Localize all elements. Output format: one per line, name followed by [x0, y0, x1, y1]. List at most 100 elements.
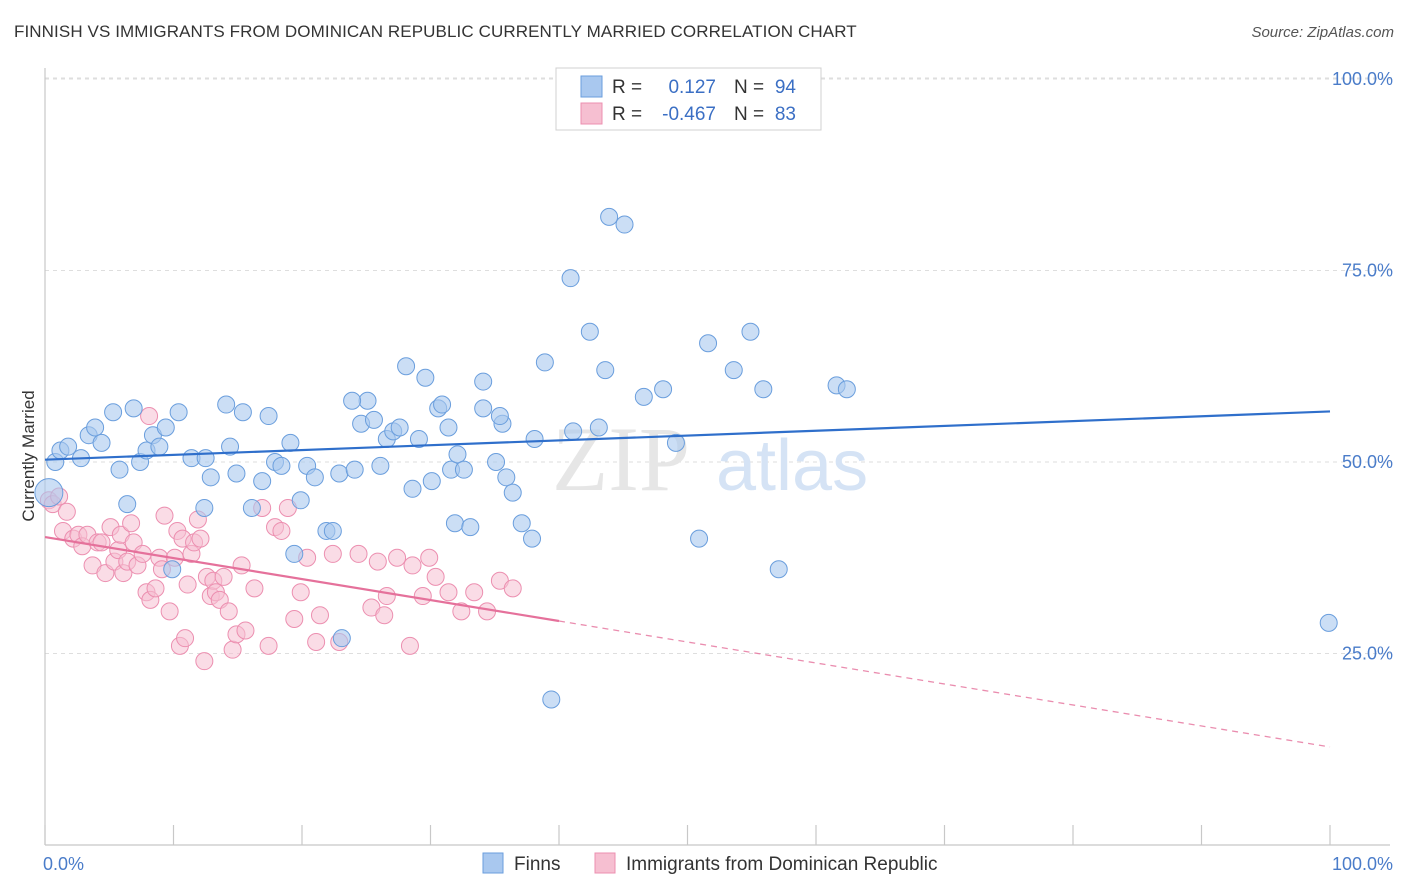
finns-point: [110, 460, 129, 479]
finns-point: [535, 353, 554, 372]
finns-point: [754, 380, 773, 399]
dominican-r-value: -0.467: [662, 104, 716, 125]
finns-point: [196, 449, 215, 468]
dominican-point: [285, 610, 304, 629]
finns-point: [741, 322, 760, 341]
finns-point: [104, 403, 123, 422]
dominican-trend-extension: [558, 620, 1331, 748]
dominican-point: [146, 579, 165, 598]
dominican-points: [39, 407, 522, 671]
dominican-point: [272, 521, 291, 540]
dominican-point: [223, 640, 242, 659]
finns-point: [445, 514, 464, 533]
finns-r-label: R =: [612, 77, 642, 98]
dominican-point: [259, 636, 278, 655]
dominican-point: [478, 602, 497, 621]
dominican-point: [439, 583, 458, 602]
y-axis-tick-labels: 25.0% 50.0% 75.0% 100.0%: [1332, 69, 1393, 664]
finns-point: [150, 437, 169, 456]
dominican-point: [307, 633, 326, 652]
finns-point: [474, 372, 493, 391]
dominican-point: [368, 552, 387, 571]
legend-label-finns: Finns: [514, 854, 560, 875]
dominican-trend-line: [44, 535, 560, 623]
finns-n-value: 94: [775, 77, 797, 98]
finns-point: [497, 468, 516, 487]
dominican-point: [57, 502, 76, 521]
dominican-point: [377, 587, 396, 606]
finns-point: [837, 380, 856, 399]
dominican-point: [503, 579, 522, 598]
finns-point: [253, 472, 272, 491]
legend-swatch-dominican: [594, 852, 616, 874]
dominican-r-label: R =: [612, 104, 642, 125]
finns-point: [227, 464, 246, 483]
dominican-point: [232, 556, 251, 575]
dominican-point: [178, 575, 197, 594]
finns-point: [561, 269, 580, 288]
dominican-point: [122, 514, 141, 533]
dominican-point: [400, 636, 419, 655]
dominican-point: [191, 529, 210, 548]
dominican-point: [465, 583, 484, 602]
finns-point: [163, 560, 182, 579]
x-tick-label-max: 100.0%: [1332, 854, 1393, 874]
finns-point: [580, 322, 599, 341]
dominican-point: [403, 556, 422, 575]
finns-point: [285, 544, 304, 563]
finns-point: [525, 430, 544, 449]
finns-point: [371, 456, 390, 475]
source-label: Source: ZipAtlas.com: [1251, 24, 1394, 41]
finns-point: [59, 437, 78, 456]
finns-point: [542, 690, 561, 709]
dominican-point: [323, 544, 342, 563]
trend-lines: [44, 410, 1331, 748]
finns-trend-line: [44, 410, 1331, 461]
legend-swatch-finns: [482, 852, 504, 874]
dominican-point: [195, 652, 214, 671]
finns-point: [615, 215, 634, 234]
finns-point: [403, 479, 422, 498]
finns-point: [409, 430, 428, 449]
y-tick-label-75: 75.0%: [1342, 261, 1393, 281]
dominican-point: [140, 407, 159, 426]
finns-point: [233, 403, 252, 422]
y-axis-title: Currently Married: [19, 390, 38, 521]
finns-point: [690, 529, 709, 548]
finns-point: [390, 418, 409, 437]
dominican-point: [349, 544, 368, 563]
dominican-point: [176, 629, 195, 648]
finns-point: [305, 468, 324, 487]
finns-point: [217, 395, 236, 414]
finns-point: [34, 478, 64, 508]
finns-point: [118, 495, 137, 514]
dominican-n-label: N =: [734, 104, 764, 125]
y-tick-label-25: 25.0%: [1342, 644, 1393, 664]
finns-point: [364, 410, 383, 429]
finns-point: [169, 403, 188, 422]
legend-label-dominican: Immigrants from Dominican Republic: [626, 854, 938, 875]
finns-point: [474, 399, 493, 418]
finns-point: [487, 453, 506, 471]
dominican-point: [219, 602, 238, 621]
finns-point: [416, 368, 435, 387]
finns-point: [439, 418, 458, 437]
finns-point: [1319, 613, 1338, 632]
series-legend: Finns Immigrants from Dominican Republic: [482, 852, 938, 875]
finns-point: [345, 460, 364, 479]
finns-point: [512, 514, 531, 533]
finns-point: [221, 437, 240, 456]
dominican-legend-swatch: [580, 102, 603, 125]
finns-point: [448, 445, 467, 464]
finns-point: [272, 456, 291, 475]
finns-point: [259, 407, 278, 426]
dominican-point: [310, 606, 329, 625]
finns-point: [330, 464, 349, 483]
finns-point: [596, 361, 615, 380]
stats-legend: R = 0.127 N = 94 R = -0.467 N = 83: [555, 67, 822, 131]
finns-point: [156, 418, 175, 437]
finns-point: [503, 483, 522, 502]
dominican-point: [413, 587, 432, 606]
y-tick-label-50: 50.0%: [1342, 452, 1393, 472]
